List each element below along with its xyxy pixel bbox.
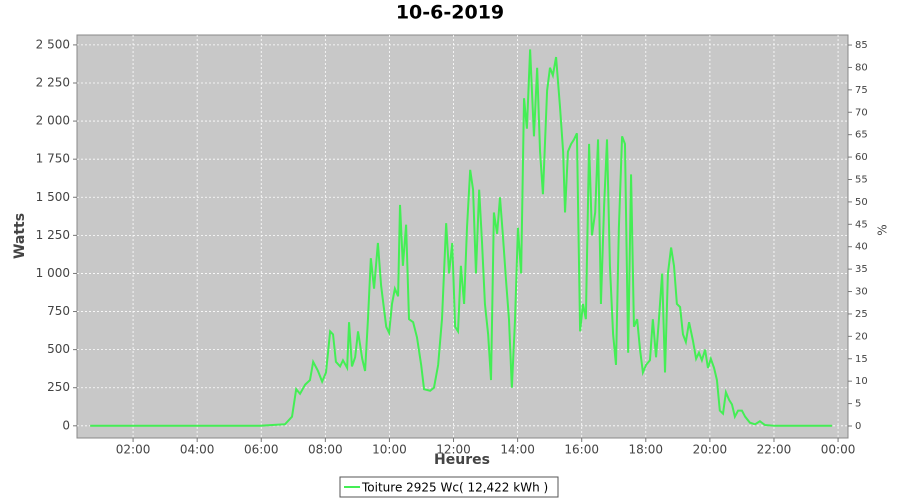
y2-tick-label: 40 [855,242,868,253]
y2-tick-label: 50 [855,197,868,208]
x-tick-label: 18:00 [628,443,663,457]
y-axis-title: Watts [12,213,28,259]
x-tick-label: 16:00 [564,443,599,457]
y2-tick-label: 15 [855,354,868,365]
x-tick-label: 22:00 [757,443,792,457]
x-tick-label: 12:00 [436,443,471,457]
x-tick-label: 20:00 [693,443,728,457]
data-line [90,49,832,427]
y2-tick-label: 80 [855,62,868,73]
y-tick-label: 500 [47,342,70,356]
legend-label: Toiture 2925 Wc( 12,422 kWh ) [361,481,548,495]
y2-tick-label: 5 [855,399,861,410]
y2-tick-label: 70 [855,107,868,118]
y-tick-label: 2 500 [36,37,70,51]
y2-tick-label: 20 [855,331,868,342]
y2-tick-label: 85 [855,40,868,51]
legend [339,476,559,498]
y2-tick-label: 45 [855,219,868,230]
plot-area [76,34,849,439]
y2-tick-label: 75 [855,85,868,96]
y-tick-label: 2 000 [36,114,70,128]
y2-axis-title: % [876,224,890,235]
y-tick-label: 1 000 [36,266,70,280]
y-tick-label: 2 250 [36,75,70,89]
x-tick-label: 14:00 [500,443,535,457]
y-tick-label: 1 500 [36,190,70,204]
y2-tick-label: 10 [855,376,868,387]
x-tick-label: 04:00 [180,443,215,457]
x-tick-label: 02:00 [116,443,151,457]
y2-tick-label: 0 [855,421,861,432]
y2-tick-label: 35 [855,264,868,275]
x-tick-label: 00:00 [821,443,856,457]
y-tick-label: 250 [47,380,70,394]
y-tick-label: 0 [62,418,70,432]
y2-tick-label: 30 [855,287,868,298]
y2-tick-label: 55 [855,174,868,185]
y2-tick-label: 25 [855,309,868,320]
chart-title: 10-6-2019 [396,2,504,24]
x-tick-label: 06:00 [244,443,279,457]
y2-tick-label: 60 [855,152,868,163]
x-tick-label: 08:00 [308,443,343,457]
y-tick-label: 750 [47,304,70,318]
x-axis-title: Heures [434,452,490,468]
y-tick-label: 1 750 [36,152,70,166]
y-tick-label: 1 250 [36,228,70,242]
y2-tick-label: 65 [855,130,868,141]
x-tick-label: 10:00 [372,443,407,457]
